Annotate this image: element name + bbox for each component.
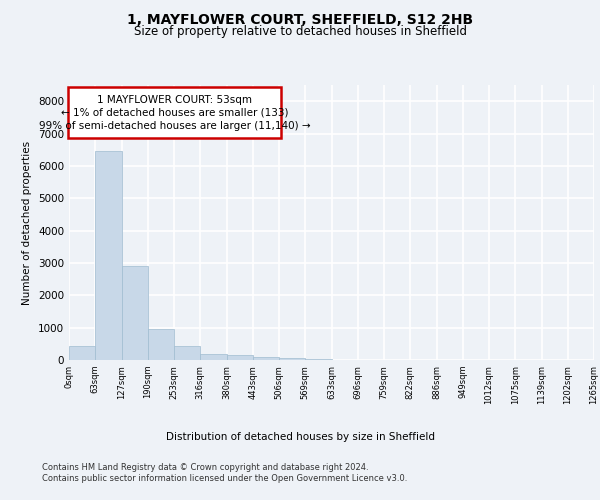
Text: 1, MAYFLOWER COURT, SHEFFIELD, S12 2HB: 1, MAYFLOWER COURT, SHEFFIELD, S12 2HB [127, 12, 473, 26]
Text: Contains public sector information licensed under the Open Government Licence v3: Contains public sector information licen… [42, 474, 407, 483]
Bar [95, 152, 122, 360]
Text: 1 MAYFLOWER COURT: 53sqm: 1 MAYFLOWER COURT: 53sqm [97, 95, 252, 105]
Text: 99% of semi-detached houses are larger (11,140) →: 99% of semi-detached houses are larger (… [39, 120, 310, 130]
Bar [69, 346, 95, 360]
Text: ← 1% of detached houses are smaller (133): ← 1% of detached houses are smaller (133… [61, 108, 289, 118]
Bar [227, 356, 253, 360]
Text: Contains HM Land Registry data © Crown copyright and database right 2024.: Contains HM Land Registry data © Crown c… [42, 462, 368, 471]
Y-axis label: Number of detached properties: Number of detached properties [22, 140, 32, 304]
Bar [279, 358, 305, 360]
Text: Size of property relative to detached houses in Sheffield: Size of property relative to detached ho… [133, 25, 467, 38]
Bar [174, 346, 200, 360]
Bar [253, 357, 279, 360]
Bar [148, 330, 174, 360]
Bar [122, 266, 148, 360]
Text: Distribution of detached houses by size in Sheffield: Distribution of detached houses by size … [166, 432, 434, 442]
Bar [200, 354, 227, 360]
